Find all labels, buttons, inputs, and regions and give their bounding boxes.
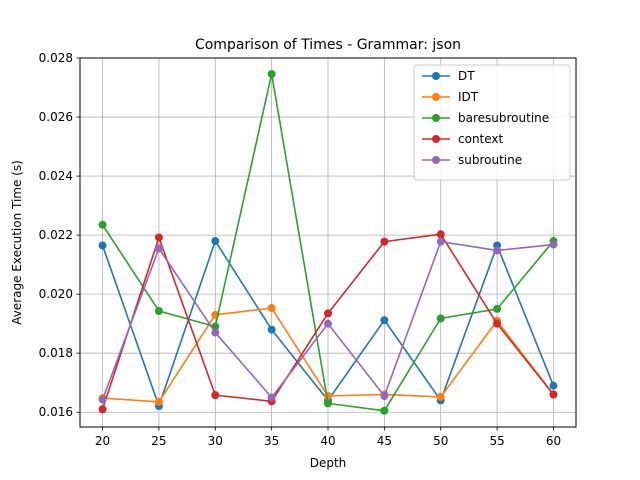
legend-label-subroutine: subroutine — [458, 153, 522, 167]
data-point-baresubroutine — [267, 69, 276, 78]
x-tick-label: 55 — [489, 434, 504, 448]
y-tick-label: 0.028 — [39, 51, 73, 65]
legend-label-baresubroutine: baresubroutine — [458, 111, 549, 125]
data-point-subroutine — [154, 244, 163, 253]
chart-title: Comparison of Times - Grammar: json — [195, 37, 461, 53]
y-tick-label: 0.020 — [39, 287, 73, 301]
data-point-subroutine — [98, 395, 107, 404]
legend-swatch-marker-subroutine — [432, 156, 440, 164]
data-point-baresubroutine — [324, 399, 332, 408]
x-axis-label: Depth — [310, 456, 347, 470]
y-tick-label: 0.016 — [39, 405, 73, 419]
data-point-idt — [154, 397, 163, 406]
legend: DT IDT baresubroutine context subroutine — [413, 64, 571, 181]
data-point-context — [380, 237, 389, 246]
legend-label-idt: IDT — [458, 90, 479, 104]
y-tick-label: 0.026 — [39, 110, 73, 124]
data-point-subroutine — [436, 237, 445, 246]
data-point-subroutine — [493, 246, 502, 255]
series-subroutine — [98, 237, 558, 404]
y-tick-label: 0.022 — [39, 228, 73, 242]
data-point-dt — [98, 241, 107, 250]
legend-box — [413, 64, 571, 181]
x-tick-label: 20 — [95, 434, 110, 448]
series-group — [98, 69, 558, 415]
legend-label-dt: DT — [458, 69, 475, 83]
x-tick-label: 30 — [208, 434, 223, 448]
y-axis: 0.016 0.018 0.020 0.022 0.024 0.026 0.028 — [39, 51, 80, 419]
data-point-context — [493, 319, 502, 328]
data-point-context — [549, 390, 558, 399]
x-tick-label: 40 — [320, 434, 335, 448]
legend-swatch-marker-dt — [432, 72, 440, 80]
data-point-subroutine — [324, 319, 332, 328]
data-point-dt — [380, 316, 389, 325]
data-point-dt — [267, 325, 276, 334]
x-tick-label: 50 — [433, 434, 448, 448]
data-point-baresubroutine — [436, 314, 445, 323]
data-point-subroutine — [380, 392, 389, 401]
legend-swatch-marker-baresubroutine — [432, 114, 440, 122]
data-point-context — [154, 233, 163, 242]
data-point-idt — [267, 304, 276, 313]
x-tick-label: 45 — [377, 434, 392, 448]
data-point-context — [324, 309, 332, 318]
x-tick-label: 35 — [264, 434, 279, 448]
data-point-context — [98, 405, 107, 414]
x-axis: 20 25 30 35 40 45 50 55 60 — [95, 427, 561, 448]
data-point-baresubroutine — [380, 406, 389, 415]
y-tick-label: 0.024 — [39, 169, 73, 183]
legend-label-context: context — [458, 132, 504, 146]
data-point-dt — [211, 237, 220, 246]
y-tick-label: 0.018 — [39, 346, 73, 360]
data-point-subroutine — [549, 240, 558, 249]
x-tick-label: 60 — [546, 434, 561, 448]
series-context — [98, 230, 558, 414]
y-axis-label: Average Execution Time (s) — [10, 160, 24, 325]
data-point-baresubroutine — [154, 306, 163, 315]
legend-swatch-marker-idt — [432, 93, 440, 101]
data-point-idt — [436, 392, 445, 401]
data-point-baresubroutine — [493, 304, 502, 313]
series-baresubroutine — [98, 69, 558, 415]
data-point-context — [436, 230, 445, 239]
data-point-baresubroutine — [98, 220, 107, 229]
x-tick-label: 25 — [151, 434, 166, 448]
data-point-dt — [549, 381, 558, 390]
data-point-subroutine — [267, 393, 276, 402]
data-point-context — [211, 391, 220, 400]
legend-swatch-marker-context — [432, 135, 440, 143]
data-point-subroutine — [211, 328, 220, 337]
